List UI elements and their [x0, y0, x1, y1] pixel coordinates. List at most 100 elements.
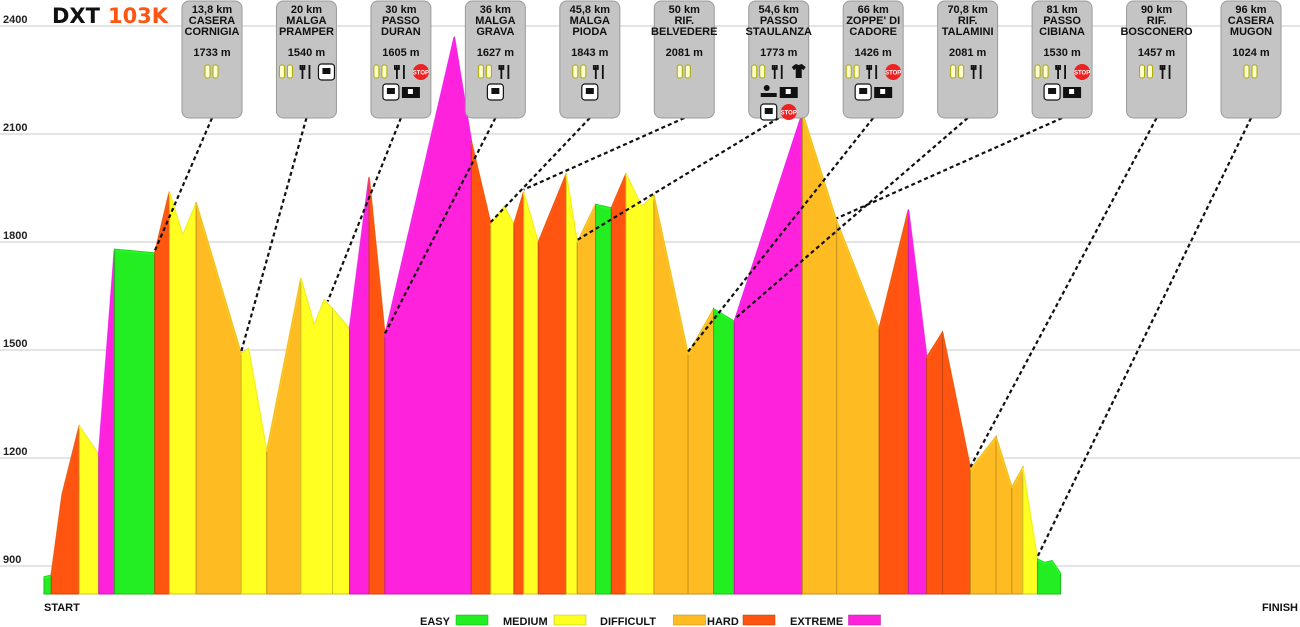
waypoint-elevation: 2081 m [949, 47, 987, 59]
segment-extreme [349, 177, 370, 595]
waypoint-label: 36 km [480, 4, 511, 16]
finish-label: FINISH [1262, 602, 1298, 614]
waypoint-elevation: 1773 m [760, 47, 798, 59]
waypoint-leader [153, 117, 214, 252]
segment-hard [154, 191, 170, 595]
waypoint-leader-lines [153, 116, 1252, 558]
segment-medium [625, 173, 655, 595]
waypoint-label: MALGA [570, 15, 610, 27]
segment-highlight [522, 192, 540, 244]
stop-icon: STOP [413, 64, 429, 80]
waypoint-label: PIODA [572, 26, 607, 38]
water-icon [204, 64, 219, 79]
waypoint-leader [969, 117, 1158, 468]
waypoint-label: CIBIANA [1039, 26, 1085, 38]
bus-icon [486, 83, 504, 101]
svg-text:STOP: STOP [1074, 71, 1090, 77]
segment-medium [300, 277, 334, 595]
legend-swatch [455, 614, 489, 626]
waypoint-leader [326, 117, 402, 302]
stop-icon: STOP [1074, 64, 1090, 80]
title-accent: 103K [108, 4, 169, 28]
segment-easy [114, 248, 156, 595]
legend-swatch [848, 614, 881, 626]
segment-highlight [97, 250, 116, 456]
bus-icon [382, 83, 400, 101]
segment-highlight [576, 204, 597, 244]
segment-difficult [576, 203, 597, 595]
waypoint-label: GRAVA [476, 26, 514, 38]
stop-icon: STOP [781, 104, 797, 120]
food-icon [970, 65, 982, 79]
waypoint-label: BOSCONERO [1120, 26, 1193, 38]
segment-extreme [733, 112, 803, 595]
waypoint-label: CASERA [189, 15, 236, 27]
bus-icon [760, 103, 778, 121]
waypoint-label: 54,6 km [759, 4, 800, 16]
water-icon [572, 64, 587, 79]
bus-icon [854, 83, 872, 101]
segment-highlight [490, 205, 515, 226]
waypoint-elevation: 1457 m [1138, 47, 1176, 59]
segment-hard [537, 173, 567, 595]
segment-highlight [610, 174, 627, 210]
segment-highlight [265, 278, 302, 452]
food-icon [866, 65, 878, 79]
segment-highlight [50, 426, 81, 577]
segment-highlight [331, 308, 351, 331]
waypoint-elevation: 2081 m [666, 47, 704, 59]
water-icon [676, 64, 691, 79]
waypoint-label: 20 km [291, 4, 322, 16]
waypoint-label: STAULANZA [746, 26, 812, 38]
segment-highlight [43, 575, 52, 579]
start-label: START [44, 602, 80, 614]
water-icon [950, 64, 965, 79]
ambulance-icon [779, 87, 798, 98]
waypoint-label: CADORE [849, 26, 897, 38]
waypoint-label: PASSO [1043, 15, 1081, 27]
waypoint-leader [733, 117, 969, 321]
segment-highlight [969, 436, 997, 471]
ambulance-icon [874, 87, 893, 98]
waypoint-label: BELVEDERE [651, 26, 717, 38]
legend-label: MEDIUM [503, 616, 548, 627]
segment-highlight [240, 347, 268, 452]
waypoint-label: RIF. [958, 15, 978, 27]
segment-highlight [835, 221, 881, 330]
segment-hard [513, 191, 525, 595]
waypoint-elevation: 1530 m [1043, 47, 1081, 59]
water-icon [373, 64, 388, 79]
waypoint-label: 96 km [1235, 4, 1266, 16]
legend-swatch [553, 614, 587, 626]
legend-label: EXTREME [790, 616, 843, 627]
svg-text:STOP: STOP [781, 111, 797, 117]
waypoint-label: PASSO [382, 15, 420, 27]
segment-difficult [195, 202, 242, 595]
segment-medium [490, 205, 515, 595]
svg-text:STOP: STOP [885, 71, 901, 77]
legend-difficult: DIFFICULT [600, 614, 706, 627]
waypoint-leader [687, 117, 875, 353]
waypoint-card-bg [275, 0, 337, 119]
waypoint-label: DURAN [381, 26, 421, 38]
water-icon [1139, 64, 1154, 79]
segment-highlight [153, 192, 171, 255]
segment-highlight [565, 174, 579, 244]
y-tick-label: 1800 [3, 230, 27, 242]
segment-easy [595, 203, 612, 595]
legend-swatch [673, 614, 706, 626]
y-tick-label: 1500 [3, 338, 27, 350]
segment-difficult [266, 277, 302, 595]
waypoint-leader [383, 117, 497, 335]
waypoint-label: CASERA [1228, 15, 1275, 27]
segment-hard [926, 330, 943, 595]
segment-highlight [114, 249, 155, 255]
y-tick-label: 1200 [3, 446, 27, 458]
legend-label: HARD [707, 616, 739, 627]
bus-icon [581, 83, 599, 101]
waypoint-leader [576, 117, 780, 241]
waypoint-label: RIF. [674, 15, 694, 27]
